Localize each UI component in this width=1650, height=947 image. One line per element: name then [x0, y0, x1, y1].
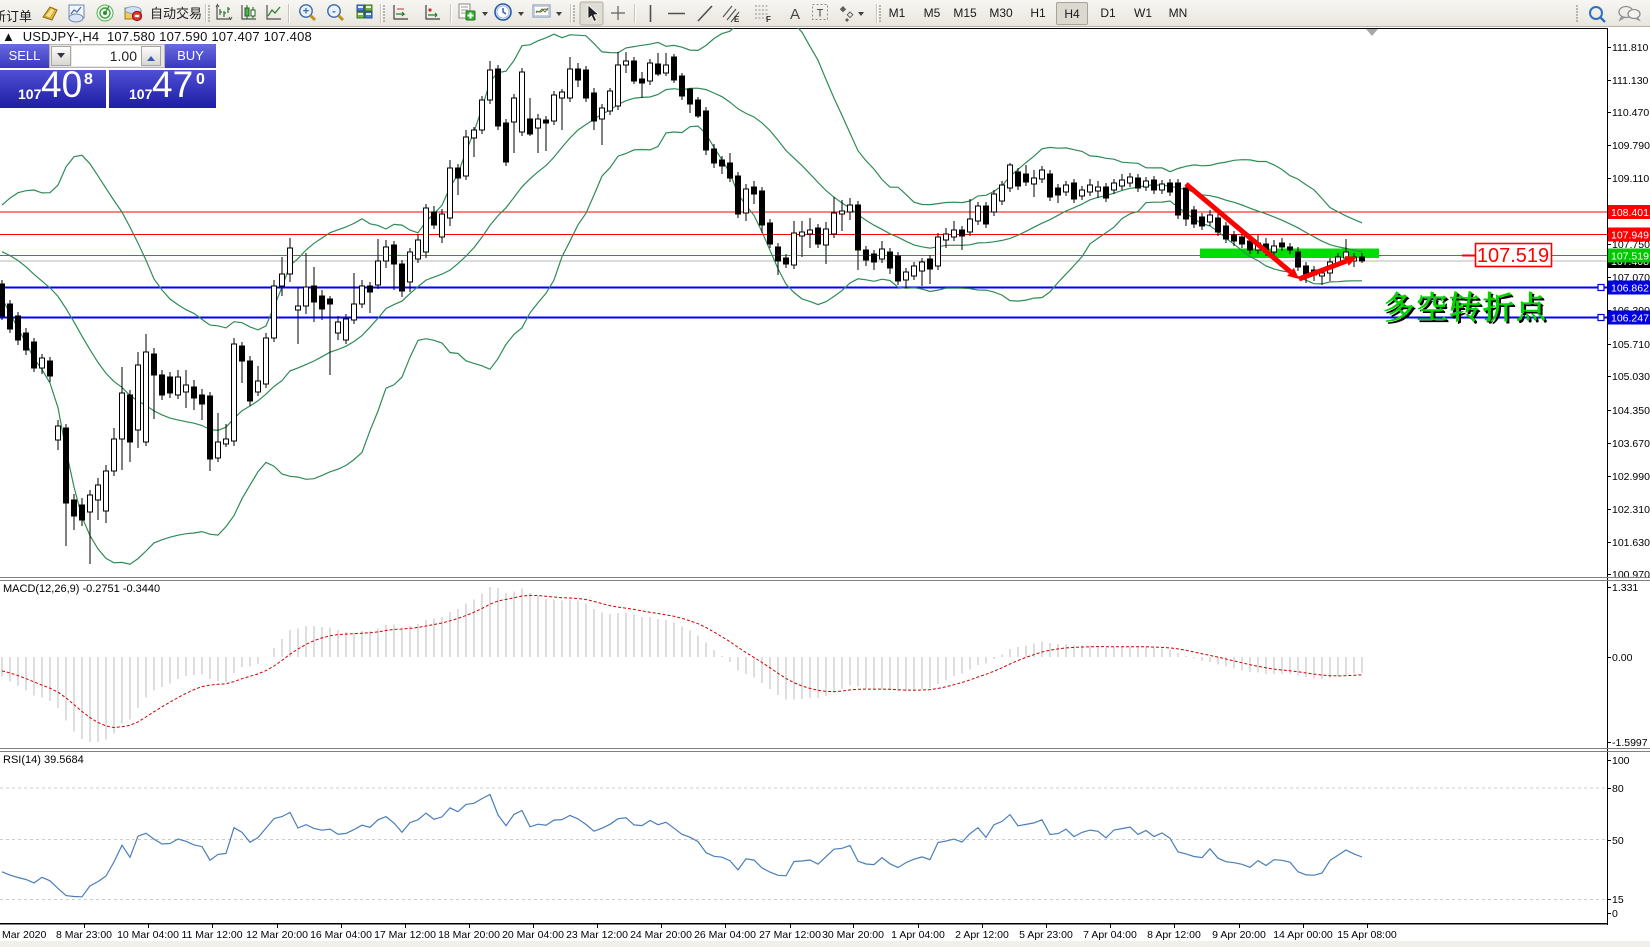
svg-text:16 Mar 04:00: 16 Mar 04:00	[310, 929, 372, 941]
svg-text:102.990: 102.990	[1612, 471, 1650, 483]
svg-text:A: A	[790, 6, 800, 23]
svg-text:多空转折点: 多空转折点	[1383, 288, 1548, 327]
svg-text:111.810: 111.810	[1612, 42, 1649, 54]
svg-text:107.750: 107.750	[1612, 239, 1650, 251]
svg-text:103.670: 103.670	[1612, 438, 1650, 450]
svg-text:5 Apr 23:00: 5 Apr 23:00	[1019, 929, 1073, 941]
svg-text:100: 100	[1612, 755, 1630, 767]
svg-text:多空转折点: 多空转折点	[1385, 290, 1550, 329]
svg-text:27 Mar 12:00: 27 Mar 12:00	[759, 929, 821, 941]
svg-text:T: T	[817, 8, 824, 20]
svg-text:1.331: 1.331	[1612, 582, 1638, 594]
svg-text:105.710: 105.710	[1612, 339, 1650, 351]
svg-text:111.130: 111.130	[1612, 75, 1649, 87]
svg-text:109.790: 109.790	[1612, 140, 1650, 152]
svg-text:106.247: 106.247	[1611, 313, 1649, 325]
svg-text:110.470: 110.470	[1612, 107, 1649, 119]
svg-text:109.110: 109.110	[1612, 173, 1649, 185]
svg-text:9 Apr 20:00: 9 Apr 20:00	[1212, 929, 1266, 941]
svg-text:80: 80	[1612, 783, 1624, 795]
svg-text:30 Mar 20:00: 30 Mar 20:00	[822, 929, 884, 941]
svg-text:50: 50	[1612, 835, 1624, 847]
svg-text:100.970: 100.970	[1612, 569, 1650, 581]
svg-text:11 Mar 12:00: 11 Mar 12:00	[181, 929, 242, 941]
svg-text:E: E	[734, 15, 740, 24]
svg-text:15: 15	[1612, 894, 1624, 906]
svg-text:0: 0	[1612, 908, 1618, 920]
svg-text:107.519: 107.519	[1477, 245, 1549, 267]
svg-text:12 Mar 20:00: 12 Mar 20:00	[246, 929, 308, 941]
svg-text:RSI(14) 39.5684: RSI(14) 39.5684	[3, 754, 84, 766]
svg-text:0.00: 0.00	[1612, 652, 1633, 664]
svg-text:107.949: 107.949	[1611, 230, 1649, 242]
svg-text:-1.5997: -1.5997	[1612, 737, 1648, 749]
svg-text:Mar 2020: Mar 2020	[2, 929, 47, 941]
svg-text:-: -	[332, 6, 336, 18]
svg-text:自动交易: 自动交易	[150, 6, 202, 21]
svg-text:+: +	[303, 6, 309, 18]
svg-text:18 Mar 20:00: 18 Mar 20:00	[438, 929, 500, 941]
svg-text:8 Apr 12:00: 8 Apr 12:00	[1147, 929, 1201, 941]
svg-text:17 Mar 12:00: 17 Mar 12:00	[374, 929, 436, 941]
svg-text:F: F	[766, 15, 771, 24]
svg-text:107.519: 107.519	[1611, 251, 1649, 263]
svg-text:14 Apr 00:00: 14 Apr 00:00	[1273, 929, 1333, 941]
svg-text:15 Apr 08:00: 15 Apr 08:00	[1337, 929, 1397, 941]
svg-text:104.350: 104.350	[1612, 405, 1650, 417]
svg-text:105.030: 105.030	[1612, 371, 1650, 383]
svg-text:1 Apr 04:00: 1 Apr 04:00	[891, 929, 945, 941]
svg-text:101.630: 101.630	[1612, 537, 1650, 549]
svg-text:26 Mar 04:00: 26 Mar 04:00	[694, 929, 756, 941]
svg-text:8 Mar 23:00: 8 Mar 23:00	[56, 929, 112, 941]
svg-text:20 Mar 04:00: 20 Mar 04:00	[502, 929, 564, 941]
svg-text:102.310: 102.310	[1612, 504, 1650, 516]
svg-text:106.862: 106.862	[1611, 283, 1649, 295]
svg-text:23 Mar 12:00: 23 Mar 12:00	[566, 929, 628, 941]
svg-text:10 Mar 04:00: 10 Mar 04:00	[117, 929, 179, 941]
svg-text:24 Mar 20:00: 24 Mar 20:00	[630, 929, 692, 941]
svg-text:2 Apr 12:00: 2 Apr 12:00	[955, 929, 1009, 941]
svg-text:108.401: 108.401	[1611, 207, 1649, 219]
svg-text:7 Apr 04:00: 7 Apr 04:00	[1083, 929, 1137, 941]
svg-text:MACD(12,26,9) -0.2751 -0.3440: MACD(12,26,9) -0.2751 -0.3440	[3, 583, 160, 595]
